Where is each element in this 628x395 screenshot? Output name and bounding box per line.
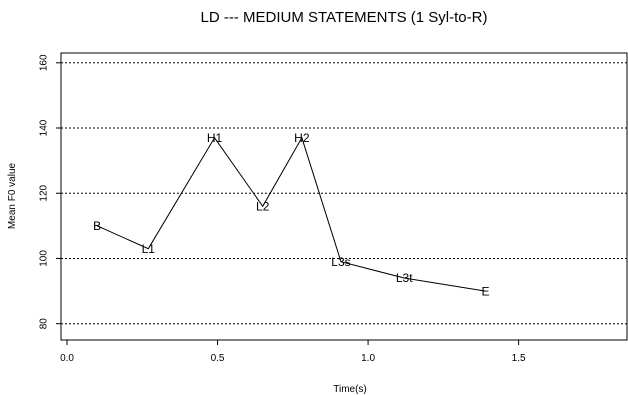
- point-label: L3s: [331, 255, 350, 269]
- series-line: [96, 136, 486, 292]
- chart-title: LD --- MEDIUM STATEMENTS (1 Syl-to-R): [201, 9, 488, 26]
- plot-frame: [60, 52, 628, 341]
- point-label: H2: [294, 131, 310, 145]
- point-label: B: [93, 219, 101, 233]
- point-label: H1: [207, 131, 223, 145]
- point-label: E: [481, 284, 489, 298]
- x-tick-label: 0.0: [60, 353, 74, 364]
- x-tick-label: 0.5: [211, 353, 225, 364]
- y-tick-label: 160: [39, 54, 50, 71]
- point-label: L1: [142, 242, 156, 256]
- y-tick-label: 140: [39, 119, 50, 136]
- y-tick-label: 100: [39, 250, 50, 267]
- grid-lines: [61, 62, 627, 325]
- y-axis: 80 100 120 140 160: [39, 54, 61, 330]
- y-tick-label: 120: [39, 184, 50, 201]
- y-tick-label: 80: [39, 318, 50, 330]
- point-labels: B L1 H1 L2 H2 L3s L3t E: [93, 131, 489, 298]
- x-axis: 0.0 0.5 1.0 1.5: [60, 340, 526, 364]
- point-label: L3t: [396, 271, 413, 285]
- x-tick-label: 1.5: [512, 353, 526, 364]
- x-axis-title: Time(s): [333, 384, 367, 395]
- point-label: L2: [256, 199, 270, 213]
- x-tick-label: 1.0: [361, 353, 375, 364]
- y-axis-title: Mean F0 value: [7, 162, 18, 229]
